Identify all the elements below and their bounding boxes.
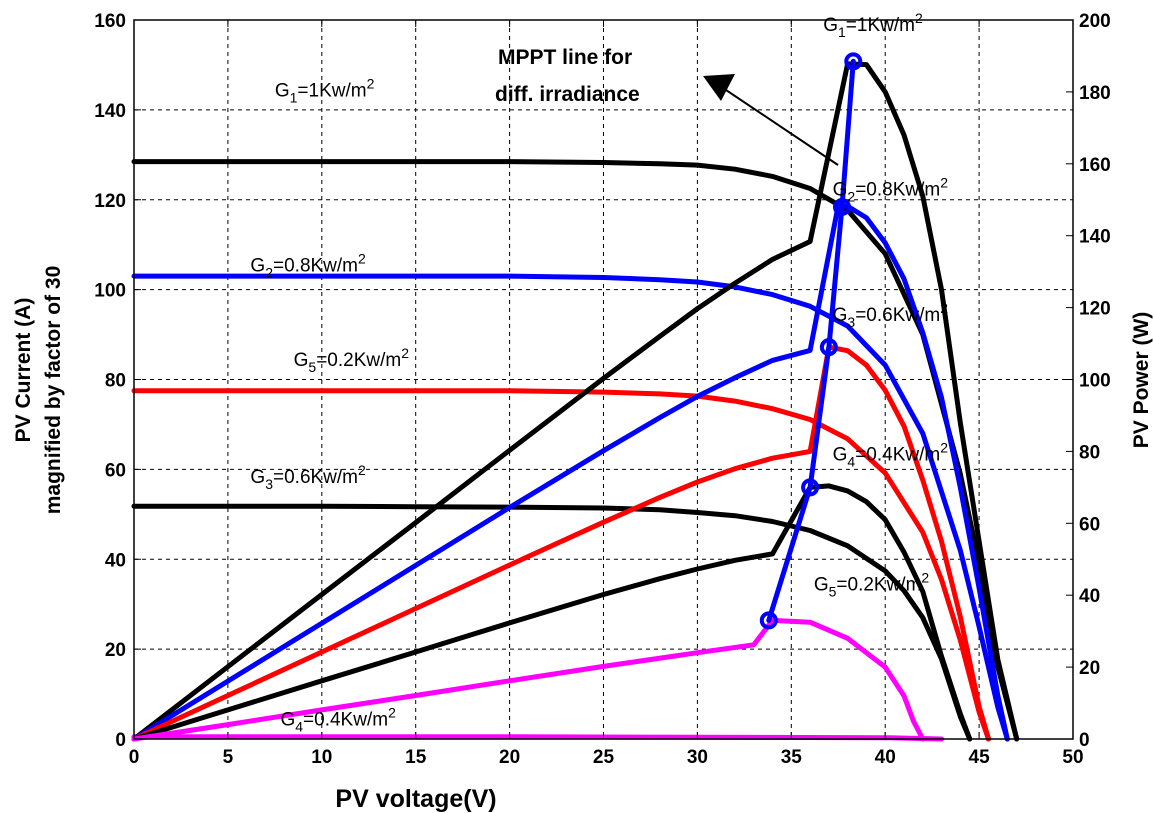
x-tick-label: 0	[129, 747, 140, 768]
series-line-8	[131, 483, 973, 742]
y-axis-right-label: PV Power (W)	[1130, 312, 1153, 449]
irradiance-label: G5=0.2Kw/m2	[814, 570, 930, 600]
x-tick-label: 30	[687, 747, 708, 768]
series-line-5	[131, 61, 1020, 742]
irradiance-label: G2=0.8Kw/m2	[250, 251, 366, 281]
irradiance-label: G4=0.4Kw/m2	[833, 439, 949, 469]
irradiance-label: G3=0.6Kw/m2	[250, 462, 366, 492]
mppt-arrow	[725, 89, 839, 166]
plot-border	[133, 19, 1074, 740]
mppt-point	[819, 338, 838, 357]
y-axis-left-label-line1: PV Current (A)	[12, 298, 35, 443]
x-tick-label: 15	[405, 747, 427, 768]
series-line-6	[131, 202, 1010, 742]
x-tick-label: 20	[499, 747, 520, 768]
x-tick-label: 5	[223, 747, 234, 768]
y-left-tick-label: 0	[115, 730, 126, 751]
y-left-tick-label: 80	[105, 371, 126, 392]
mppt-point	[844, 52, 863, 71]
x-tick-label: 40	[875, 747, 896, 768]
irradiance-label: G4=0.4Kw/m2	[280, 705, 396, 735]
series-line-3	[131, 503, 973, 742]
irradiance-label: G1=1Kw/m2	[823, 10, 923, 40]
annotations: G1=1Kw/m2 G2=0.8Kw/m2 G5=0.2Kw/m2 G3=0.6Kw/…	[250, 10, 948, 734]
series-line-0	[131, 159, 1020, 742]
tick-labels: 0 5 10 15 20 25 30 35 40 45 5002040608010012014016…	[94, 11, 1110, 768]
y-axis-left-label-line2: magnified by factor of 30	[42, 266, 65, 515]
y-right-tick-label: 120	[1079, 299, 1111, 320]
y-right-tick-label: 160	[1079, 155, 1111, 176]
y-right-tick-label: 200	[1079, 11, 1111, 32]
mppt-label-line1: MPPT line for	[498, 46, 632, 69]
mppt-point	[759, 611, 778, 630]
series-line-7	[131, 344, 991, 742]
mppt-point	[801, 478, 820, 497]
y-right-tick-label: 180	[1079, 83, 1111, 104]
y-left-tick-label: 160	[94, 11, 126, 32]
x-tick-label: 50	[1062, 747, 1083, 768]
y-left-tick-label: 60	[105, 460, 126, 481]
y-left-tick-label: 100	[94, 281, 126, 302]
y-right-tick-label: 140	[1079, 227, 1111, 248]
y-right-tick-label: 80	[1079, 442, 1100, 463]
series-line-2	[131, 388, 991, 742]
x-tick-label: 35	[781, 747, 803, 768]
series-line-9	[131, 617, 926, 742]
irradiance-label: G1=1Kw/m2	[275, 75, 375, 105]
y-left-tick-label: 20	[105, 640, 126, 661]
y-left-tick-label: 40	[105, 550, 126, 571]
irradiance-label: G2=0.8Kw/m2	[833, 174, 949, 204]
x-tick-label: 25	[593, 747, 615, 768]
series-line-10	[766, 58, 856, 623]
x-tick-label: 45	[969, 747, 991, 768]
mppt-point	[833, 197, 852, 216]
plot-frame	[133, 19, 1074, 740]
y-right-tick-label: 20	[1079, 658, 1100, 679]
y-right-tick-label: 0	[1079, 730, 1090, 751]
irradiance-label: G3=0.6Kw/m2	[833, 300, 949, 330]
y-right-tick-label: 60	[1079, 514, 1100, 535]
y-left-tick-label: 120	[94, 191, 126, 212]
series-layer	[131, 52, 1020, 742]
series-line-1	[131, 273, 1010, 742]
mppt-label-line2: diff. irradiance	[495, 83, 640, 106]
y-right-tick-label: 40	[1079, 586, 1100, 607]
y-right-tick-label: 100	[1079, 371, 1111, 392]
y-left-tick-label: 140	[94, 101, 126, 122]
x-axis-label: PV voltage(V)	[335, 785, 496, 813]
irradiance-label: G5=0.2Kw/m2	[294, 345, 410, 375]
x-tick-label: 10	[311, 747, 332, 768]
mppt-arrowhead	[703, 74, 735, 101]
